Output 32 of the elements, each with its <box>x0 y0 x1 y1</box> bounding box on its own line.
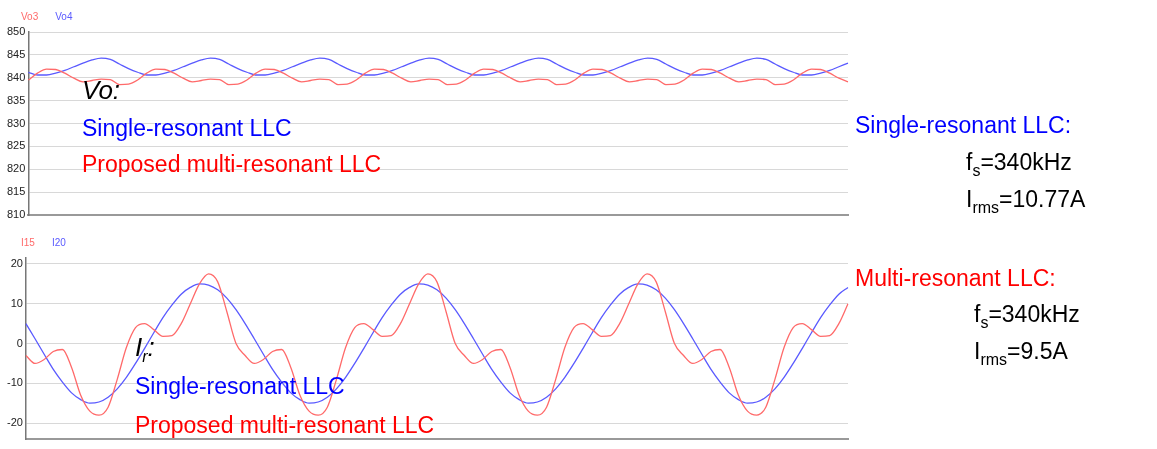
y-tick-label: 820 <box>6 162 26 175</box>
text: I15 <box>21 236 36 248</box>
line-series <box>27 57 849 76</box>
line-series <box>25 273 849 416</box>
text: Vo3 <box>21 10 39 22</box>
annotation: Proposed multi-resonant LLC <box>135 412 435 439</box>
text: Vo4 <box>55 10 73 22</box>
text: I$_{rms}$=10.77A <box>966 186 1086 217</box>
y-tick-label: 835 <box>6 93 26 106</box>
y-tick-label: 810 <box>6 208 26 221</box>
annotation: Proposed multi-resonant LLC <box>82 151 382 178</box>
y-tick-label: -20 <box>6 416 23 429</box>
y-tick-label: 845 <box>6 47 26 60</box>
annotation: I$_{r}$: <box>135 332 155 366</box>
text: f$_{s}$=340kHz <box>974 301 1080 332</box>
y-tick-label: 825 <box>6 139 26 152</box>
y-tick-label: 20 <box>10 257 23 269</box>
text: Single-resonant LLC: <box>855 112 1072 139</box>
text: I$_{rms}$=9.5A <box>974 338 1068 369</box>
text: f$_{s}$=340kHz <box>966 149 1072 180</box>
y-tick-label: 840 <box>6 70 26 83</box>
y-tick-label: 830 <box>6 116 26 129</box>
line-series <box>25 283 849 404</box>
y-tick-label: 850 <box>6 25 26 38</box>
y-tick-label: 815 <box>6 185 26 198</box>
annotation: Vo: <box>82 75 121 105</box>
text: Multi-resonant LLC: <box>855 265 1056 292</box>
y-tick-label: -10 <box>6 376 23 389</box>
annotation: Single-resonant LLC <box>82 115 292 142</box>
y-tick-label: 0 <box>16 336 23 349</box>
text: I20 <box>51 236 67 248</box>
y-tick-label: 10 <box>10 296 23 309</box>
